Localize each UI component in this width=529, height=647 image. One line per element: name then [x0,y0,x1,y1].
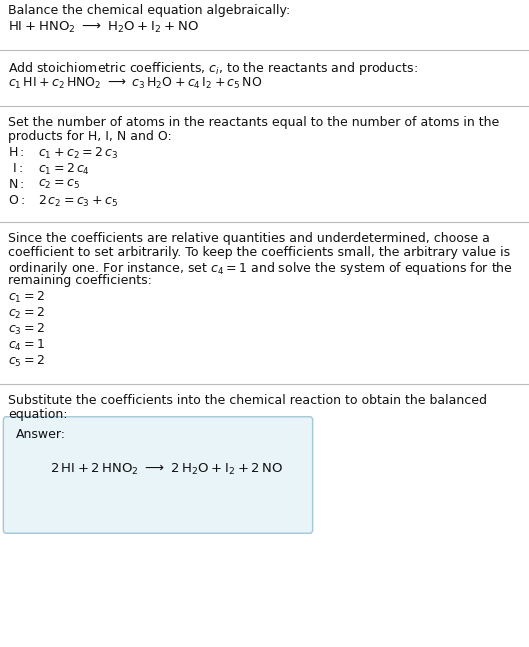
Text: $c_3 = 2$: $c_3 = 2$ [8,322,45,337]
Text: $c_2 = 2$: $c_2 = 2$ [8,306,45,321]
Text: $\mathrm{N{:}}$: $\mathrm{N{:}}$ [8,178,24,191]
Text: Balance the chemical equation algebraically:: Balance the chemical equation algebraica… [8,4,290,17]
FancyBboxPatch shape [3,417,313,533]
Text: $c_4 = 1$: $c_4 = 1$ [8,338,45,353]
Text: $\mathrm{H{:}}$: $\mathrm{H{:}}$ [8,146,24,159]
Text: $c_1\,\mathrm{HI} + c_2\,\mathrm{HNO_2} \ \longrightarrow \ c_3\,\mathrm{H_2O} +: $c_1\,\mathrm{HI} + c_2\,\mathrm{HNO_2} … [8,76,262,91]
Text: remaining coefficients:: remaining coefficients: [8,274,152,287]
Text: $c_1 = 2$: $c_1 = 2$ [8,290,45,305]
Text: ordinarily one. For instance, set $c_4 = 1$ and solve the system of equations fo: ordinarily one. For instance, set $c_4 =… [8,260,513,277]
Text: Set the number of atoms in the reactants equal to the number of atoms in the: Set the number of atoms in the reactants… [8,116,499,129]
Text: $c_1 = 2\,c_4$: $c_1 = 2\,c_4$ [38,162,90,177]
Text: Substitute the coefficients into the chemical reaction to obtain the balanced: Substitute the coefficients into the che… [8,394,487,407]
Text: coefficient to set arbitrarily. To keep the coefficients small, the arbitrary va: coefficient to set arbitrarily. To keep … [8,246,510,259]
Text: $\mathrm{O{:}}$: $\mathrm{O{:}}$ [8,194,25,207]
Text: $c_2 = c_5$: $c_2 = c_5$ [38,178,80,191]
Text: $\mathrm{2\,HI + 2\,HNO_2 \ \longrightarrow \ 2\,H_2O + I_2 + 2\,NO}$: $\mathrm{2\,HI + 2\,HNO_2 \ \longrightar… [50,462,283,477]
Text: products for H, I, N and O:: products for H, I, N and O: [8,130,172,143]
Text: Add stoichiometric coefficients, $c_i$, to the reactants and products:: Add stoichiometric coefficients, $c_i$, … [8,60,418,77]
Text: Answer:: Answer: [16,428,66,441]
Text: Since the coefficients are relative quantities and underdetermined, choose a: Since the coefficients are relative quan… [8,232,490,245]
Text: $\mathrm{I{:}}$: $\mathrm{I{:}}$ [12,162,23,175]
Text: $c_1 + c_2 = 2\,c_3$: $c_1 + c_2 = 2\,c_3$ [38,146,118,161]
Text: $c_5 = 2$: $c_5 = 2$ [8,354,45,369]
Text: equation:: equation: [8,408,68,421]
Text: $2\,c_2 = c_3 + c_5$: $2\,c_2 = c_3 + c_5$ [38,194,118,209]
Text: $\mathrm{HI + HNO_2 \ \longrightarrow \ H_2O + I_2 + NO}$: $\mathrm{HI + HNO_2 \ \longrightarrow \ … [8,20,199,35]
